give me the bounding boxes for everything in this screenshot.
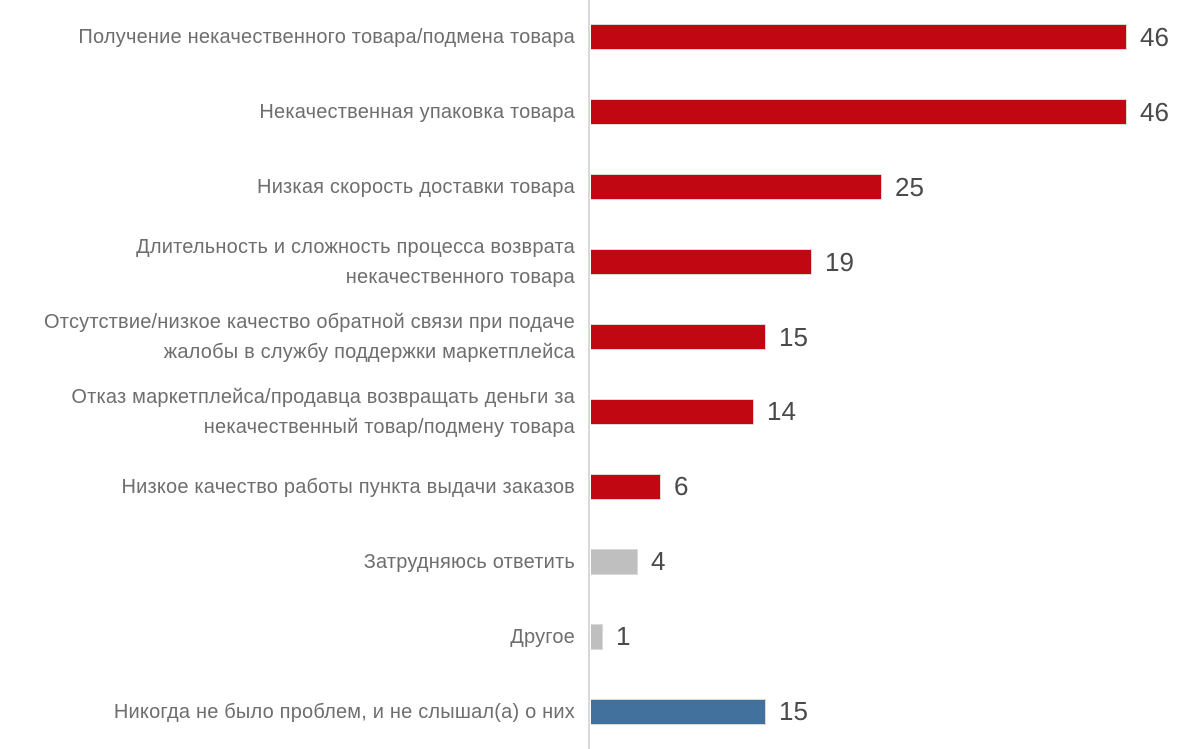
value-label: 25	[895, 171, 924, 202]
value-label: 1	[616, 621, 631, 652]
category-label: Получение некачественного товара/подмена…	[78, 26, 575, 49]
plot-area: 46	[588, 0, 1200, 75]
category-label: Затрудняюсь ответить	[363, 550, 575, 573]
chart-row: Затрудняюсь ответить 4	[0, 524, 1200, 600]
chart-row: Длительность и сложность процесса возвра…	[0, 224, 1200, 300]
bar	[591, 473, 661, 500]
category-label: Другое	[510, 625, 575, 648]
bar	[591, 324, 766, 351]
plot-area: 14	[588, 374, 1200, 450]
plot-area: 15	[588, 674, 1200, 749]
value-label: 46	[1140, 96, 1169, 127]
bar	[591, 24, 1127, 51]
value-label: 6	[674, 471, 689, 502]
chart-row: Отсутствие/низкое качество обратной связ…	[0, 299, 1200, 375]
bar	[591, 623, 603, 650]
bar	[591, 99, 1127, 126]
category-label: Некачественная упаковка товара	[259, 101, 575, 124]
chart-row: Некачественная упаковка товара 46	[0, 74, 1200, 150]
plot-area: 4	[588, 524, 1200, 600]
category-label: Отсутствие/низкое качество обратной связ…	[44, 311, 575, 364]
category-label: Длительность и сложность процесса возвра…	[136, 236, 575, 289]
bar	[591, 698, 766, 725]
chart-row: Другое 1	[0, 599, 1200, 675]
plot-area: 19	[588, 224, 1200, 300]
chart-row: Низкая скорость доставки товара 25	[0, 149, 1200, 225]
plot-area: 25	[588, 149, 1200, 225]
chart-row: Отказ маркетплейса/продавца возвращать д…	[0, 374, 1200, 450]
value-label: 19	[825, 246, 854, 277]
value-label: 15	[779, 696, 808, 727]
category-label: Низкое качество работы пункта выдачи зак…	[121, 475, 575, 498]
chart-row: Получение некачественного товара/подмена…	[0, 0, 1200, 75]
value-label: 4	[651, 546, 666, 577]
plot-area: 46	[588, 74, 1200, 150]
plot-area: 15	[588, 299, 1200, 375]
bar	[591, 398, 754, 425]
bar	[591, 548, 638, 575]
value-label: 15	[779, 321, 808, 352]
plot-area: 6	[588, 449, 1200, 525]
chart-row: Никогда не было проблем, и не слышал(а) …	[0, 674, 1200, 749]
plot-area: 1	[588, 599, 1200, 675]
value-label: 14	[767, 396, 796, 427]
chart-row: Низкое качество работы пункта выдачи зак…	[0, 449, 1200, 525]
category-label: Никогда не было проблем, и не слышал(а) …	[113, 700, 575, 723]
value-label: 46	[1140, 21, 1169, 52]
bar	[591, 249, 812, 276]
category-label: Низкая скорость доставки товара	[257, 176, 575, 199]
bar	[591, 174, 882, 201]
category-label: Отказ маркетплейса/продавца возвращать д…	[71, 385, 575, 438]
